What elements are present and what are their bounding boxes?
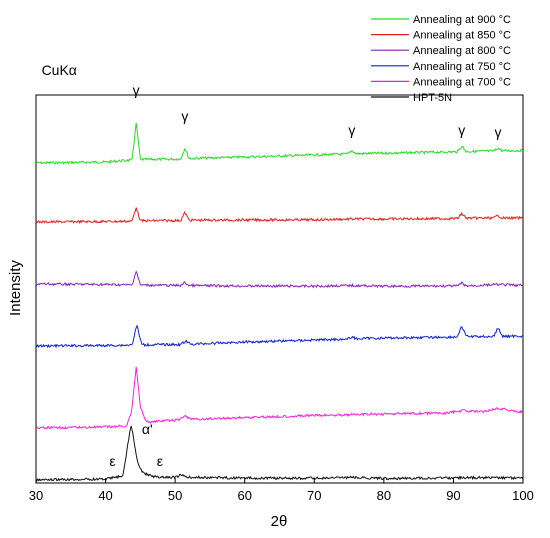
annotation-8: ε: [157, 453, 163, 469]
plot-frame: [35, 94, 524, 484]
y-axis-label: Intensity: [7, 260, 24, 316]
legend-label-annealing-at-850-c: Annealing at 850 °C: [413, 30, 511, 42]
x-tick-label-100: 100: [512, 488, 534, 503]
x-tick-label-30: 30: [29, 488, 43, 503]
annotation-5: γ: [494, 124, 501, 140]
x-tick-label-40: 40: [98, 488, 112, 503]
x-tick-label-60: 60: [237, 488, 251, 503]
annotation-2: γ: [181, 108, 188, 124]
annotation-4: γ: [458, 122, 465, 138]
annotation-3: γ: [348, 122, 355, 138]
legend-label-annealing-at-700-c: Annealing at 700 °C: [413, 76, 511, 88]
x-tick-label-70: 70: [307, 488, 321, 503]
x-axis-label: 2θ: [271, 513, 288, 530]
legend-label-annealing-at-900-c: Annealing at 900 °C: [413, 14, 511, 26]
series-line-annealing-at-750-c: [35, 324, 523, 349]
annotation-7: ε: [109, 453, 115, 469]
legend-label-annealing-at-800-c: Annealing at 800 °C: [413, 45, 511, 57]
x-tick-label-90: 90: [446, 488, 460, 503]
series-line-annealing-at-800-c: [35, 270, 523, 289]
x-ticks: 30 40 50 60 70 80 90 100: [29, 478, 534, 503]
legend: Annealing at 900 °C Annealing at 850 °C An…: [371, 14, 511, 104]
annotation-1: γ: [133, 82, 140, 98]
x-tick-label-80: 80: [377, 488, 391, 503]
series-line-hpt-5n: [35, 425, 524, 482]
legend-label-annealing-at-750-c: Annealing at 750 °C: [413, 61, 511, 73]
annotation-0: CuKα: [42, 62, 77, 78]
series-line-annealing-at-900-c: [35, 122, 524, 165]
annotation-6: α': [142, 421, 153, 437]
series-group: [35, 122, 524, 482]
legend-label-hpt-5n: HPT-5N: [413, 92, 452, 104]
x-tick-label-50: 50: [168, 488, 182, 503]
series-line-annealing-at-850-c: [35, 207, 523, 225]
series-line-annealing-at-700-c: [35, 366, 523, 430]
